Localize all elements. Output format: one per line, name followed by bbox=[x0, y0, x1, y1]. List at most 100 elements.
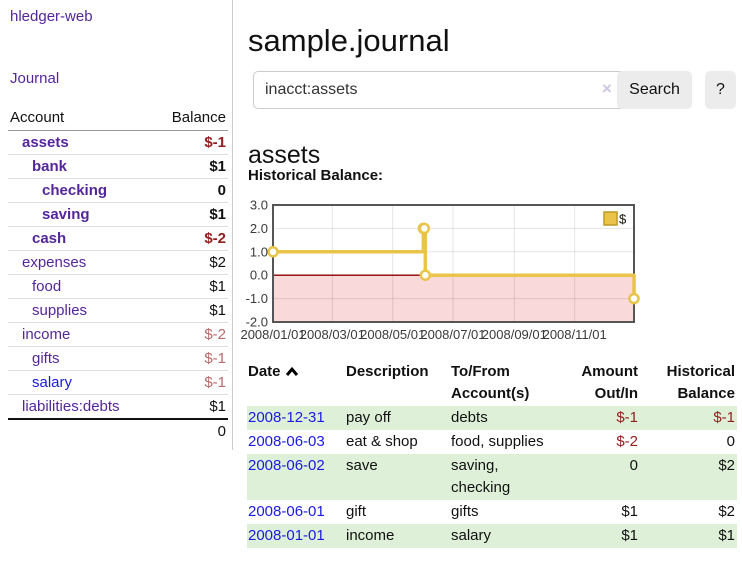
transaction-balance: $2 bbox=[718, 503, 735, 520]
account-link[interactable]: gifts bbox=[32, 350, 60, 367]
transaction-balance: $-1 bbox=[713, 409, 735, 426]
plot-border bbox=[272, 204, 635, 323]
transaction-description: income bbox=[346, 527, 395, 544]
search-form: × Search ? bbox=[247, 71, 739, 109]
account-link[interactable]: cash bbox=[32, 230, 67, 247]
x-tick-label: 2008/03/01 bbox=[300, 327, 365, 342]
account-link[interactable]: income bbox=[22, 326, 71, 343]
account-title: assets bbox=[248, 140, 321, 169]
accounts-table-header: Account Balance bbox=[8, 105, 228, 131]
y-tick-label: 2.0 bbox=[250, 221, 268, 236]
register-header-label: Amount Out/In bbox=[581, 363, 638, 402]
account-link[interactable]: bank bbox=[32, 158, 68, 175]
account-balance: $2 bbox=[209, 254, 226, 271]
account-balance: $1 bbox=[209, 278, 226, 295]
account-balance: $1 bbox=[209, 158, 226, 175]
account-link[interactable]: food bbox=[32, 278, 62, 295]
transaction-accounts: debts bbox=[451, 409, 488, 426]
transaction-balance: $2 bbox=[718, 457, 735, 474]
app-brand-link[interactable]: hledger-web bbox=[10, 8, 93, 25]
transaction-row: 2008-01-01 income salary $1 $1 bbox=[247, 524, 737, 548]
account-link[interactable]: salary bbox=[32, 374, 73, 391]
account-row: liabilities:debts $1 bbox=[8, 395, 228, 418]
account-link[interactable]: supplies bbox=[32, 302, 88, 319]
account-row: bank $1 bbox=[8, 155, 228, 179]
register-header-label: Date bbox=[248, 363, 281, 380]
account-balance: 0 bbox=[217, 182, 226, 199]
transaction-amount: $1 bbox=[621, 503, 638, 520]
account-row: expenses $2 bbox=[8, 251, 228, 275]
account-balance: $1 bbox=[209, 206, 226, 223]
accounts-rows: assets $-1 bank $1 checking 0 saving $1 cash $-2 e… bbox=[8, 131, 228, 418]
data-point-marker bbox=[628, 292, 640, 305]
transaction-row: 2008-12-31 pay off debts $-1 $-1 bbox=[247, 406, 737, 430]
transaction-accounts: gifts bbox=[451, 503, 479, 520]
account-balance: $-2 bbox=[204, 230, 226, 247]
account-balance: $-1 bbox=[204, 350, 226, 367]
account-balance: $-1 bbox=[204, 134, 226, 151]
account-link[interactable]: checking bbox=[42, 182, 108, 199]
chart-title: Historical Balance: bbox=[248, 167, 384, 184]
accounts-header-account: Account bbox=[10, 109, 65, 126]
transaction-description: pay off bbox=[346, 409, 391, 426]
account-link[interactable]: expenses bbox=[22, 254, 87, 271]
transaction-row: 2008-06-03 eat & shop food, supplies $-2 0 bbox=[247, 430, 737, 454]
account-link[interactable]: assets bbox=[22, 134, 69, 151]
register-header-historical-balance: Historical Balance bbox=[640, 360, 737, 406]
y-tick-label: 1.0 bbox=[250, 244, 268, 259]
transaction-amount: $-1 bbox=[616, 409, 638, 426]
transaction-date-link[interactable]: 2008-12-31 bbox=[248, 409, 325, 426]
transaction-accounts: saving, checking bbox=[451, 457, 511, 496]
legend-label: $ bbox=[619, 212, 627, 227]
y-tick-label: -2.0 bbox=[246, 315, 268, 330]
transaction-amount: 0 bbox=[629, 457, 638, 474]
account-row: income $-2 bbox=[8, 323, 228, 347]
search-button[interactable]: Search bbox=[617, 71, 692, 109]
transaction-description: save bbox=[346, 457, 378, 474]
register-header-row: Date Description To/From Account(s) Amount … bbox=[247, 360, 737, 406]
y-tick-label: 0.0 bbox=[250, 268, 268, 283]
account-row: gifts $-1 bbox=[8, 347, 228, 371]
transaction-amount: $1 bbox=[621, 527, 638, 544]
transaction-date-link[interactable]: 2008-06-02 bbox=[248, 457, 325, 474]
transaction-amount: $-2 bbox=[616, 433, 638, 450]
accounts-header-balance: Balance bbox=[171, 109, 226, 126]
transaction-date-link[interactable]: 2008-06-01 bbox=[248, 503, 325, 520]
sidebar-item-journal[interactable]: Journal bbox=[10, 70, 60, 87]
legend-swatch bbox=[603, 211, 618, 226]
historical-balance-chart: 3.0 2.0 1.0 0.0 -1.0 -2.0 2008/01/01 2008/03/01… bbox=[240, 198, 739, 345]
account-row: assets $-1 bbox=[8, 131, 228, 155]
x-tick-label: 2008/07/01 bbox=[420, 327, 485, 342]
transaction-date-link[interactable]: 2008-01-01 bbox=[248, 527, 325, 544]
x-tick-label: 2008/01/01 bbox=[240, 327, 305, 342]
account-row: cash $-2 bbox=[8, 227, 228, 251]
transaction-row: 2008-06-02 save saving, checking 0 $2 bbox=[247, 454, 737, 500]
transaction-row: 2008-06-01 gift gifts $1 $2 bbox=[247, 500, 737, 524]
transaction-date-link[interactable]: 2008-06-03 bbox=[248, 433, 325, 450]
help-button[interactable]: ? bbox=[705, 71, 736, 109]
chart-canvas: 3.0 2.0 1.0 0.0 -1.0 -2.02008/01/012008/03/01… bbox=[240, 198, 640, 342]
transaction-description: eat & shop bbox=[346, 433, 418, 450]
account-row: saving $1 bbox=[8, 203, 228, 227]
clear-search-icon[interactable]: × bbox=[602, 79, 612, 98]
account-link[interactable]: liabilities:debts bbox=[22, 398, 120, 415]
search-input[interactable] bbox=[253, 71, 634, 109]
register-header-label: To/From Account(s) bbox=[451, 363, 530, 402]
transaction-accounts: salary bbox=[451, 527, 492, 544]
account-row: salary $-1 bbox=[8, 371, 228, 395]
account-balance: $-2 bbox=[204, 326, 226, 343]
transaction-accounts: food, supplies bbox=[451, 433, 544, 450]
page-title: sample.journal bbox=[248, 22, 450, 58]
account-balance: $1 bbox=[209, 398, 226, 415]
register-header-amount-out-in: Amount Out/In bbox=[560, 360, 640, 406]
x-tick-label: 2008/05/01 bbox=[360, 327, 425, 342]
register-table: Date Description To/From Account(s) Amount … bbox=[247, 360, 737, 548]
account-balance: $1 bbox=[209, 302, 226, 319]
x-tick-label: 2008/09/01 bbox=[482, 327, 547, 342]
account-link[interactable]: saving bbox=[42, 206, 90, 223]
account-row: food $1 bbox=[8, 275, 228, 299]
register-header-description: Description bbox=[345, 360, 450, 406]
register-header-date[interactable]: Date bbox=[247, 360, 345, 406]
transaction-balance: 0 bbox=[726, 433, 735, 450]
accounts-table: Account Balance assets $-1 bank $1 checking 0… bbox=[8, 105, 228, 444]
